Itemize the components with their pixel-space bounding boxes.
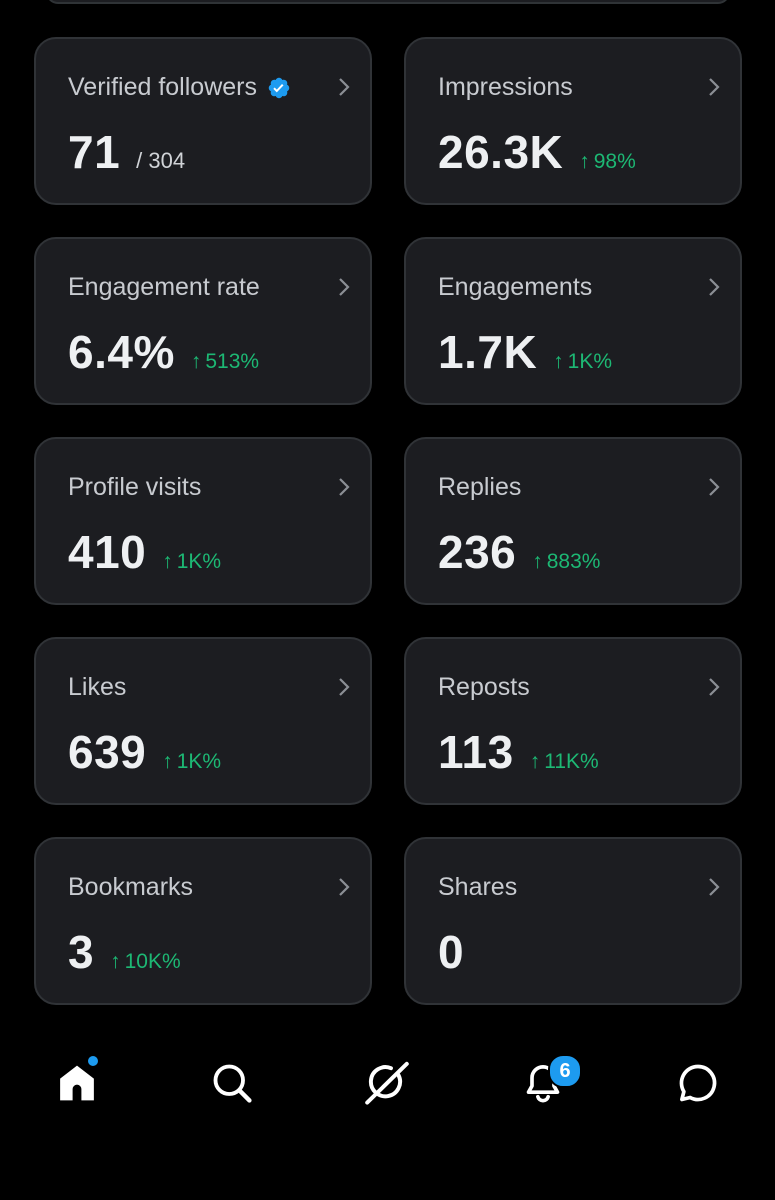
arrow-up-icon: ↑ [190, 350, 202, 373]
change-percent: 883% [546, 550, 601, 573]
metric-card-impressions[interactable]: Impressions 26.3K ↑ 98% [404, 37, 742, 205]
change-percent: 10K% [124, 950, 181, 973]
metric-card-engagements[interactable]: Engagements 1.7K ↑ 1K% [404, 237, 742, 405]
chevron-right-icon [709, 678, 720, 696]
metric-label: Likes [68, 673, 127, 701]
metric-card-shares[interactable]: Shares 0 [404, 837, 742, 1005]
nav-home[interactable] [52, 1054, 102, 1108]
chevron-right-icon [709, 478, 720, 496]
metric-label: Verified followers [68, 73, 257, 101]
metric-change: ↑ 883% [532, 550, 600, 574]
metrics-grid: Verified followers 71 / 304 Impressions … [34, 37, 742, 1005]
message-icon [679, 1064, 717, 1102]
metric-change: ↑ 1K% [553, 350, 612, 374]
metric-label: Replies [438, 473, 522, 501]
arrow-up-icon: ↑ [162, 550, 173, 573]
metric-value: 71 [68, 126, 121, 178]
chevron-right-icon [709, 878, 720, 896]
change-percent: 1K% [176, 750, 222, 773]
arrow-up-icon: ↑ [110, 950, 121, 973]
nav-notifications[interactable]: 6 [518, 1054, 582, 1108]
metric-label: Engagements [438, 273, 593, 301]
metric-label: Engagement rate [68, 273, 260, 301]
previous-card [46, 0, 730, 4]
metric-change: ↑ 98% [579, 150, 636, 174]
metric-value: 113 [438, 726, 514, 778]
change-percent: 513% [205, 350, 260, 373]
chevron-right-icon [339, 678, 350, 696]
metric-value: 1.7K [438, 326, 538, 378]
metric-card-profile-visits[interactable]: Profile visits 410 ↑ 1K% [34, 437, 372, 605]
metric-card-verified-followers[interactable]: Verified followers 71 / 304 [34, 37, 372, 205]
metric-change: ↑ 11K% [530, 750, 599, 774]
metric-value: 410 [68, 526, 147, 578]
nav-search[interactable] [207, 1058, 257, 1108]
metric-card-likes[interactable]: Likes 639 ↑ 1K% [34, 637, 372, 805]
change-percent: 11K% [544, 750, 599, 773]
nav-messages[interactable] [673, 1058, 723, 1108]
arrow-up-icon: ↑ [529, 750, 541, 773]
change-percent: 1K% [176, 550, 222, 573]
home-icon [60, 1065, 94, 1101]
metric-change: ↑ 1K% [162, 750, 221, 774]
metric-card-engagement-rate[interactable]: Engagement rate 6.4% ↑ 513% [34, 237, 372, 405]
nav-grok[interactable] [362, 1058, 412, 1108]
arrow-up-icon: ↑ [579, 150, 590, 173]
grok-icon [365, 1061, 409, 1105]
metric-card-replies[interactable]: Replies 236 ↑ 883% [404, 437, 742, 605]
arrow-up-icon: ↑ [553, 350, 564, 373]
metric-value: 0 [438, 926, 465, 978]
metric-value: 236 [438, 526, 517, 578]
metric-value: 26.3K [438, 126, 564, 178]
metric-label: Impressions [438, 73, 573, 101]
notification-badge: 6 [548, 1054, 582, 1088]
unread-dot [86, 1054, 100, 1068]
metric-change: ↑ 513% [191, 350, 259, 374]
metric-change: ↑ 1K% [162, 550, 221, 574]
metric-change: ↑ 10K% [110, 950, 181, 974]
change-percent: 1K% [567, 350, 613, 373]
chevron-right-icon [709, 278, 720, 296]
arrow-up-icon: ↑ [162, 750, 173, 773]
chevron-right-icon [339, 278, 350, 296]
metric-label: Bookmarks [68, 873, 194, 901]
metric-total: / 304 [136, 148, 186, 173]
bottom-nav: 6 [0, 1040, 775, 1130]
chevron-right-icon [339, 878, 350, 896]
metric-value: 639 [68, 726, 147, 778]
change-percent: 98% [593, 150, 636, 173]
metric-value: 6.4% [68, 326, 175, 378]
chevron-right-icon [339, 478, 350, 496]
search-icon [213, 1064, 252, 1103]
metric-label: Profile visits [68, 473, 202, 501]
chevron-right-icon [709, 78, 720, 96]
arrow-up-icon: ↑ [532, 550, 543, 573]
verified-badge-icon [268, 77, 290, 98]
metric-label: Reposts [438, 673, 530, 701]
metric-card-bookmarks[interactable]: Bookmarks 3 ↑ 10K% [34, 837, 372, 1005]
metric-card-reposts[interactable]: Reposts 113 ↑ 11K% [404, 637, 742, 805]
metric-value: 3 [68, 926, 95, 978]
chevron-right-icon [339, 78, 350, 96]
metric-label: Shares [438, 873, 518, 901]
